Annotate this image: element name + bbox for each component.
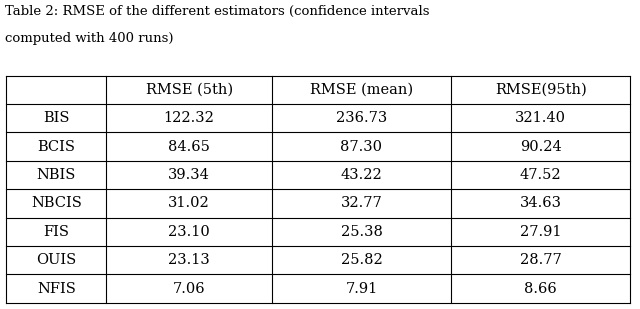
Text: 25.82: 25.82 — [340, 253, 382, 267]
Text: 27.91: 27.91 — [520, 225, 561, 239]
Text: 31.02: 31.02 — [168, 197, 210, 210]
Text: RMSE(95th): RMSE(95th) — [495, 83, 587, 97]
Text: 39.34: 39.34 — [168, 168, 210, 182]
Text: 7.91: 7.91 — [346, 281, 378, 296]
Text: 122.32: 122.32 — [164, 111, 214, 125]
Text: 84.65: 84.65 — [168, 140, 210, 154]
Text: 25.38: 25.38 — [340, 225, 383, 239]
Text: 321.40: 321.40 — [515, 111, 566, 125]
Text: Table 2: RMSE of the different estimators (confidence intervals: Table 2: RMSE of the different estimator… — [5, 5, 429, 18]
Text: NBCIS: NBCIS — [31, 197, 82, 210]
Text: 32.77: 32.77 — [340, 197, 382, 210]
Text: RMSE (mean): RMSE (mean) — [310, 83, 413, 97]
Text: 87.30: 87.30 — [340, 140, 383, 154]
Text: 47.52: 47.52 — [520, 168, 561, 182]
Text: 90.24: 90.24 — [520, 140, 562, 154]
Text: 8.66: 8.66 — [524, 281, 557, 296]
Text: 34.63: 34.63 — [520, 197, 562, 210]
Text: NFIS: NFIS — [37, 281, 76, 296]
Text: 236.73: 236.73 — [336, 111, 387, 125]
Text: NBIS: NBIS — [36, 168, 76, 182]
Text: BCIS: BCIS — [37, 140, 76, 154]
Text: 23.10: 23.10 — [168, 225, 210, 239]
Text: BIS: BIS — [43, 111, 70, 125]
Text: 23.13: 23.13 — [168, 253, 210, 267]
Text: FIS: FIS — [44, 225, 69, 239]
Text: 28.77: 28.77 — [520, 253, 562, 267]
Text: computed with 400 runs): computed with 400 runs) — [5, 32, 173, 45]
Text: OUIS: OUIS — [36, 253, 77, 267]
Text: 7.06: 7.06 — [173, 281, 205, 296]
Text: 43.22: 43.22 — [340, 168, 382, 182]
Text: RMSE (5th): RMSE (5th) — [145, 83, 233, 97]
